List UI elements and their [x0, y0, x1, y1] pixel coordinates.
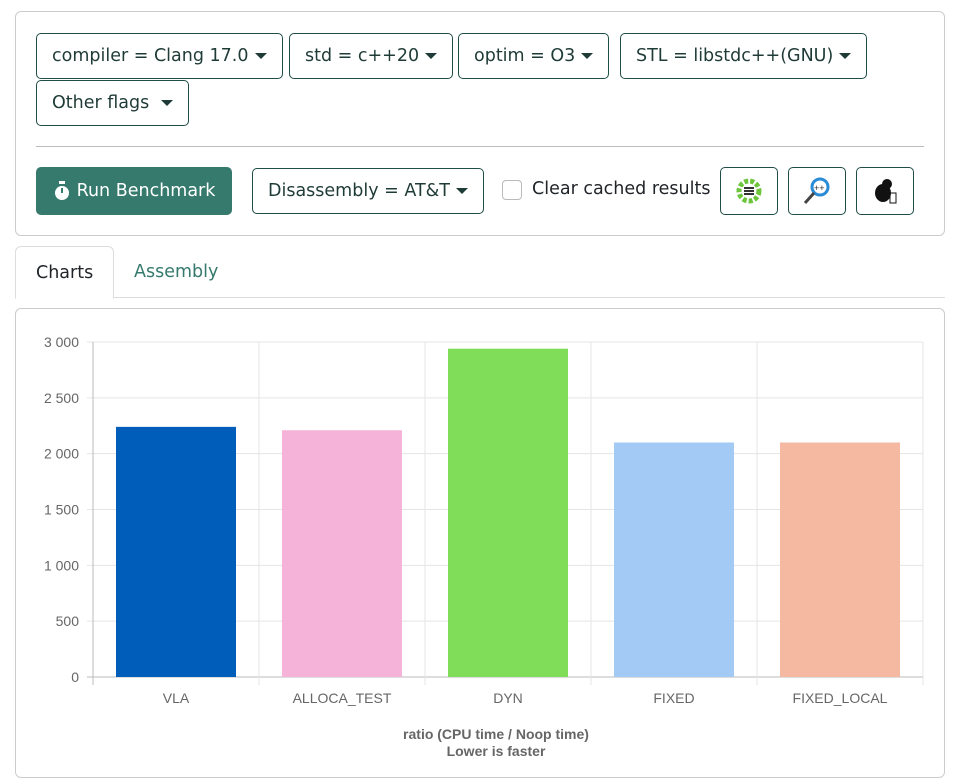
- std-label: std = c++20: [305, 46, 420, 66]
- caret-down-icon: [581, 53, 594, 59]
- bar-fixed: [614, 442, 734, 677]
- caret-down-icon: [839, 53, 852, 59]
- cppinsights-icon: [736, 178, 762, 204]
- tab-assembly[interactable]: Assembly: [114, 246, 238, 298]
- caret-down-icon: [425, 53, 438, 59]
- other-flags-label: Other flags: [52, 93, 150, 113]
- build-bench-button[interactable]: [856, 167, 914, 215]
- benchmark-options-card: [15, 11, 945, 236]
- y-tick-label: 1 000: [44, 557, 79, 573]
- optim-dropdown[interactable]: optim = O3: [458, 33, 610, 79]
- bar-chart: 0 500 1 000 1 500 2 000 2 500 3 000 VLA ALLOCA_T…: [44, 334, 924, 759]
- caret-down-icon: [161, 100, 174, 106]
- run-benchmark-label: Run Benchmark: [76, 181, 216, 201]
- caret-down-icon: [254, 53, 267, 59]
- other-flags-dropdown[interactable]: Other flags: [36, 80, 190, 126]
- y-tick-label: 1 500: [44, 502, 79, 518]
- divider: [36, 146, 924, 147]
- y-tick-label: 0: [71, 669, 79, 685]
- clear-cache-label[interactable]: Clear cached results: [532, 179, 711, 199]
- y-tick-label: 2 500: [44, 390, 79, 406]
- bar-vla: [116, 426, 236, 677]
- x-tick-label: FIXED_LOCAL: [793, 690, 888, 706]
- caret-down-icon: [455, 188, 468, 194]
- chart-card: 0 500 1 000 1 500 2 000 2 500 3 000 VLA ALLOCA_T…: [15, 308, 945, 778]
- bar-alloca_test: [282, 430, 402, 677]
- clear-cache-checkbox[interactable]: [502, 180, 522, 200]
- optim-label: optim = O3: [474, 46, 576, 66]
- disassembly-dropdown[interactable]: Disassembly = AT&T: [252, 168, 484, 214]
- y-tick-label: 500: [56, 613, 80, 629]
- y-tick-label: 2 000: [44, 446, 79, 462]
- svg-text:++: ++: [814, 183, 825, 193]
- tab-charts-label: Charts: [36, 262, 94, 283]
- x-tick-label: VLA: [163, 690, 190, 706]
- compiler-dropdown[interactable]: compiler = Clang 17.0: [36, 33, 283, 79]
- build-bench-icon: [875, 179, 897, 204]
- compiler-explorer-button[interactable]: ++: [788, 167, 846, 215]
- bar-dyn: [448, 348, 568, 677]
- compiler-explorer-icon: ++: [803, 177, 830, 205]
- compiler-label: compiler = Clang 17.0: [52, 46, 249, 66]
- bar-fixed_local: [780, 442, 900, 677]
- result-tabs: Charts Assembly: [15, 246, 945, 299]
- disassembly-label: Disassembly = AT&T: [268, 181, 450, 201]
- stopwatch-icon: [54, 181, 69, 200]
- run-benchmark-button[interactable]: Run Benchmark: [36, 167, 232, 215]
- cppinsights-button[interactable]: [720, 167, 778, 215]
- chart-subtitle: Lower is faster: [447, 743, 546, 759]
- x-tick-label: ALLOCA_TEST: [293, 690, 392, 706]
- x-tick-label: FIXED: [653, 690, 694, 706]
- tab-charts[interactable]: Charts: [15, 246, 115, 299]
- tab-assembly-label: Assembly: [134, 262, 219, 282]
- stl-dropdown[interactable]: STL = libstdc++(GNU): [620, 33, 868, 79]
- std-dropdown[interactable]: std = c++20: [289, 33, 454, 79]
- y-tick-label: 3 000: [44, 334, 79, 350]
- stl-label: STL = libstdc++(GNU): [636, 46, 834, 66]
- x-tick-label: DYN: [493, 690, 523, 706]
- x-axis-title: ratio (CPU time / Noop time): [403, 726, 589, 742]
